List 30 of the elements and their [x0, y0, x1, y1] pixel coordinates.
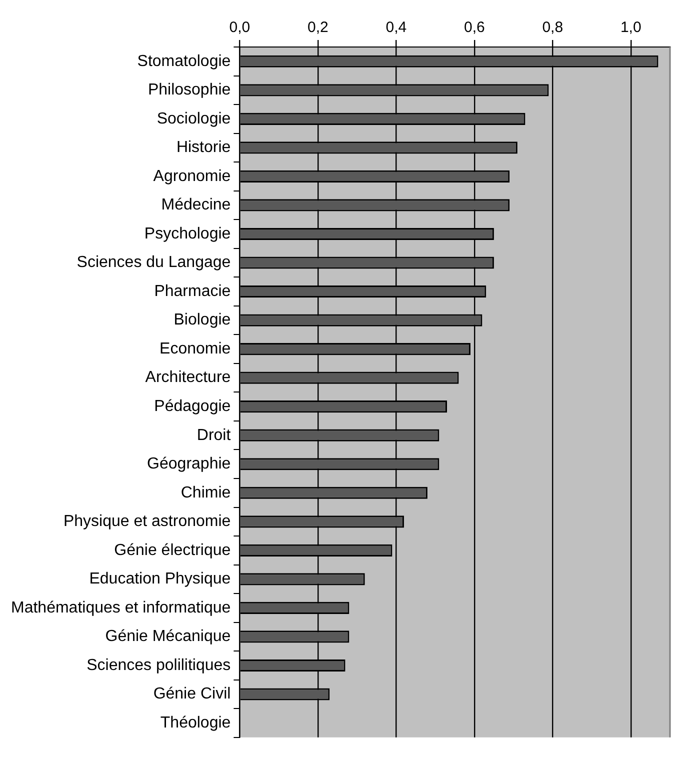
y-tick-label: Sciences polilitiques: [86, 656, 231, 674]
y-tick-label: Economie: [160, 340, 231, 358]
y-tick-label: Géographie: [147, 456, 231, 473]
y-tick-label: Génie électrique: [114, 542, 231, 559]
y-tick-label: Médecine: [161, 196, 231, 214]
y-tick-label: Stomatologie: [137, 52, 231, 70]
x-tick-label: 0,2: [307, 19, 328, 36]
y-tick-label: Historie: [176, 139, 231, 156]
x-tick-label: 0,4: [386, 19, 407, 36]
x-tick-label: 0,8: [542, 19, 564, 36]
y-tick-label: Sciences du Langage: [76, 254, 231, 272]
y-tick-label: Sociologie: [156, 110, 231, 128]
y-tick-label: Génie Civil: [153, 686, 231, 703]
x-tick-label: 1,0: [620, 19, 642, 36]
y-tick-label: Génie Mécanique: [105, 628, 231, 646]
y-tick-label: Agronomie: [153, 168, 231, 185]
y-tick-label: Pharmacie: [154, 282, 231, 300]
y-tick-label: Psychologie: [144, 225, 231, 242]
y-tick-label: Physique et astronomie: [63, 513, 231, 530]
y-tick-label: Pédagogie: [154, 398, 231, 415]
y-tick-label: Théologie: [160, 714, 231, 732]
y-tick-label: Education Physique: [89, 570, 231, 588]
x-tick-label: 0,6: [464, 19, 485, 36]
y-tick-label: Philosophie: [148, 82, 231, 99]
y-tick-label: Mathématiques et informatique: [11, 599, 231, 616]
x-tick-label: 0,0: [229, 19, 250, 36]
y-tick-label: Biologie: [174, 312, 231, 329]
y-tick-label: Chimie: [180, 484, 231, 502]
y-tick-label: Architecture: [145, 369, 231, 386]
y-tick-label: Droit: [196, 426, 232, 444]
